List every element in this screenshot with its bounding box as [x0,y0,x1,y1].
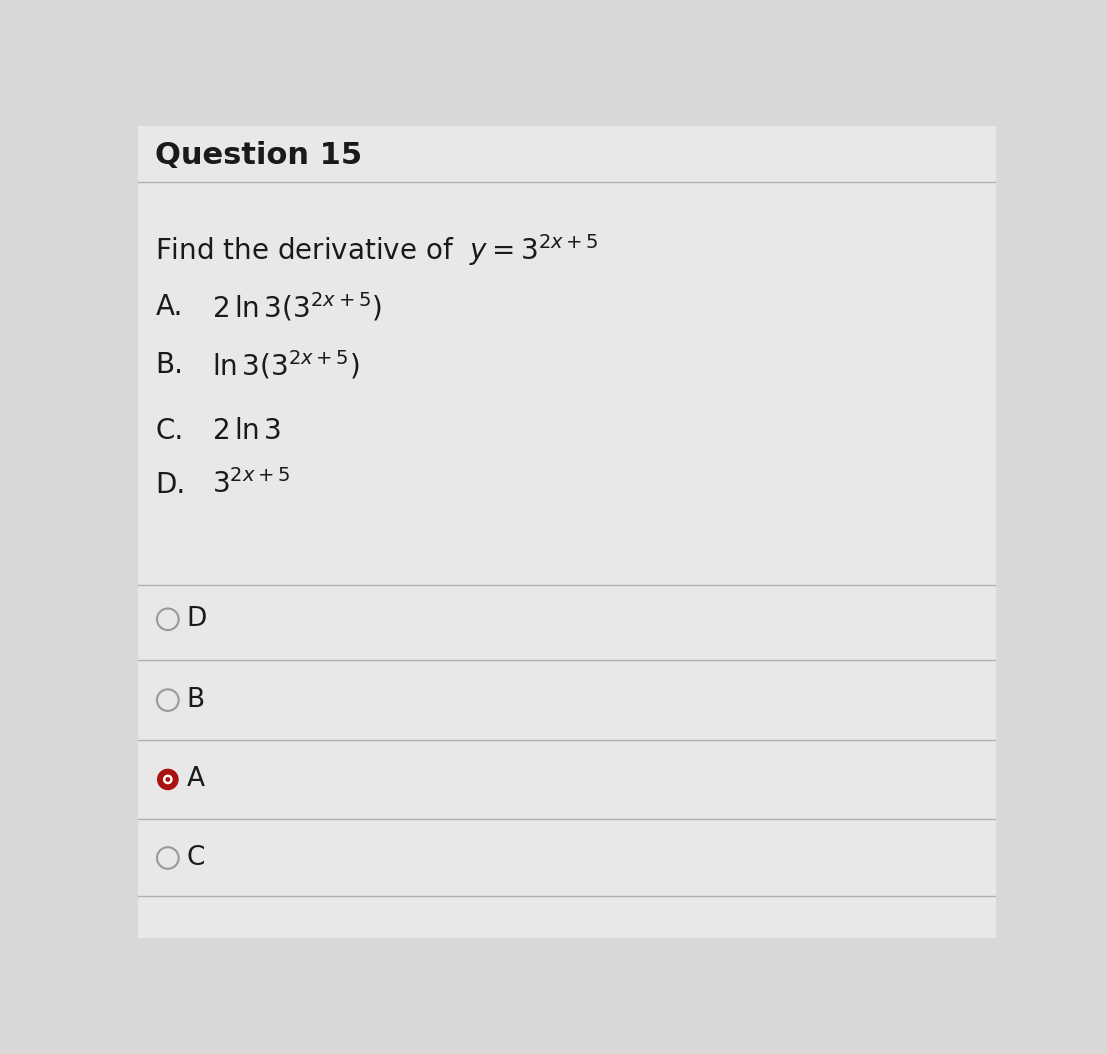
Circle shape [157,768,178,790]
Text: C: C [186,845,205,871]
Circle shape [163,775,173,784]
Text: D.: D. [155,470,186,499]
Circle shape [165,777,170,782]
Text: A.: A. [155,293,183,321]
Text: B.: B. [155,351,184,379]
Text: $2\,\mathrm{ln}\,3$: $2\,\mathrm{ln}\,3$ [213,416,281,445]
Text: $3^{2x+5}$: $3^{2x+5}$ [213,470,290,500]
Text: C.: C. [155,416,184,445]
Text: Question 15: Question 15 [155,141,363,170]
Text: $2\,\mathrm{ln}\,3\left(3^{2x+5}\right)$: $2\,\mathrm{ln}\,3\left(3^{2x+5}\right)$ [213,291,382,324]
Text: Find the derivative of  $y = 3^{2x+5}$: Find the derivative of $y = 3^{2x+5}$ [155,232,599,268]
Text: D: D [186,606,207,632]
Text: A: A [186,766,205,793]
Text: $\mathrm{ln}\,3\left(3^{2x+5}\right)$: $\mathrm{ln}\,3\left(3^{2x+5}\right)$ [213,349,360,382]
Bar [138,126,996,182]
Text: B: B [186,687,205,714]
